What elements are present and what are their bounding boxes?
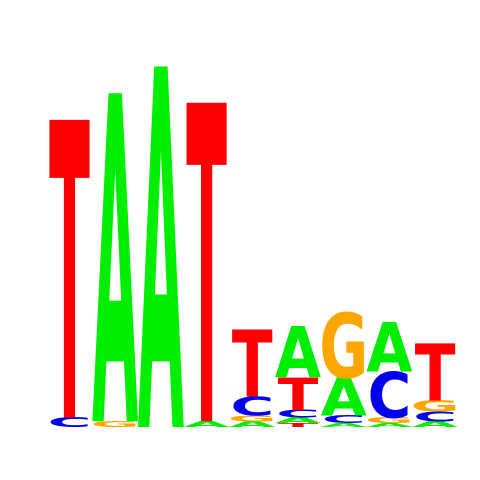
logo-letter-A-pos8: A	[366, 310, 413, 389]
logo-letter-A-pos6: A	[275, 416, 321, 425]
logo-letter-A-pos5: A	[229, 420, 275, 429]
logo-letter-A-pos2: A	[92, 3, 139, 480]
logo-letter-A-pos8: A	[366, 422, 412, 428]
logo-letter-G-pos7: G	[319, 295, 368, 398]
logo-letter-T-pos5: T	[232, 312, 273, 419]
logo-letter-G-pos5: G	[228, 414, 277, 423]
logo-letter-C-pos1: C	[48, 415, 92, 430]
logo-letter-C-pos5: C	[230, 391, 274, 422]
logo-letter-T-pos4: T	[186, 16, 227, 480]
logo-letter-C-pos6: C	[276, 408, 320, 420]
logo-letter-T-pos1: T	[49, 38, 90, 480]
logo-letter-A-pos9: A	[412, 420, 458, 429]
logo-letter-T-pos9: T	[415, 328, 456, 419]
logo-letter-A-pos3: A	[138, 0, 185, 480]
logo-letter-T-pos6: T	[278, 369, 319, 421]
logo-letter-C-pos9: C	[413, 409, 457, 424]
logo-letter-G-pos9: G	[411, 397, 460, 415]
logo-letter-C-pos7: C	[322, 414, 366, 426]
logo-letter-G-pos2: G	[91, 420, 140, 429]
logo-letter-T-pos6: T	[278, 422, 319, 428]
logo-letter-A-pos6: A	[275, 313, 322, 395]
logo-letter-C-pos8: C	[367, 360, 411, 433]
logo-letter-A-pos4: A	[183, 420, 229, 429]
logo-letter-A-pos7: A	[321, 422, 367, 428]
logo-letter-G-pos8: G	[365, 416, 414, 425]
logo-letter-A-pos7: A	[321, 368, 368, 429]
